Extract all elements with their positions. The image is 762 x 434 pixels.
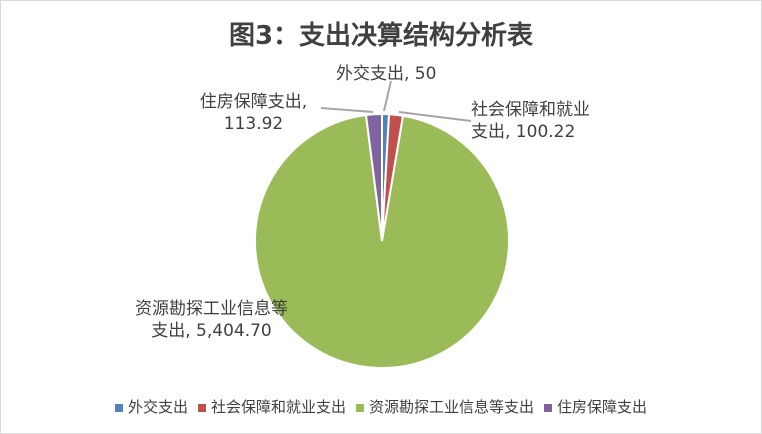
leader-line-0: [383, 80, 392, 112]
chart-title: 图3：支出决算结构分析表: [228, 21, 534, 51]
legend: 外交支出 社会保障和就业支出 资源勘探工业信息等支出 住房保障支出: [1, 396, 761, 417]
leader-line-1: [398, 111, 472, 122]
legend-item-3: 住房保障支出: [544, 396, 647, 417]
legend-swatch: [544, 403, 553, 412]
data-label-3: 住房保障支出, 113.92: [199, 92, 308, 134]
data-label-2: 资源勘探工业信息等支出, 5,404.70: [135, 299, 288, 341]
legend-label: 外交支出: [127, 398, 188, 416]
pie-slice-2: [254, 113, 510, 369]
legend-item-2: 资源勘探工业信息等支出: [356, 396, 534, 417]
legend-swatch: [114, 403, 123, 412]
leader-line-3: [320, 107, 374, 113]
data-label-1: 社会保障和就业支出, 100.22: [471, 100, 590, 142]
pie-slice-3: [364, 112, 383, 242]
legend-swatch: [356, 403, 364, 412]
legend-label: 社会保障和就业支出: [210, 398, 346, 416]
legend-label: 住房保障支出: [557, 398, 648, 416]
legend-swatch: [197, 403, 206, 412]
legend-item-1: 社会保障和就业支出: [197, 396, 346, 417]
legend-item-0: 外交支出: [114, 396, 188, 417]
data-label-0: 外交支出, 50: [336, 64, 437, 84]
legend-label: 资源勘探工业信息等支出: [369, 398, 535, 416]
